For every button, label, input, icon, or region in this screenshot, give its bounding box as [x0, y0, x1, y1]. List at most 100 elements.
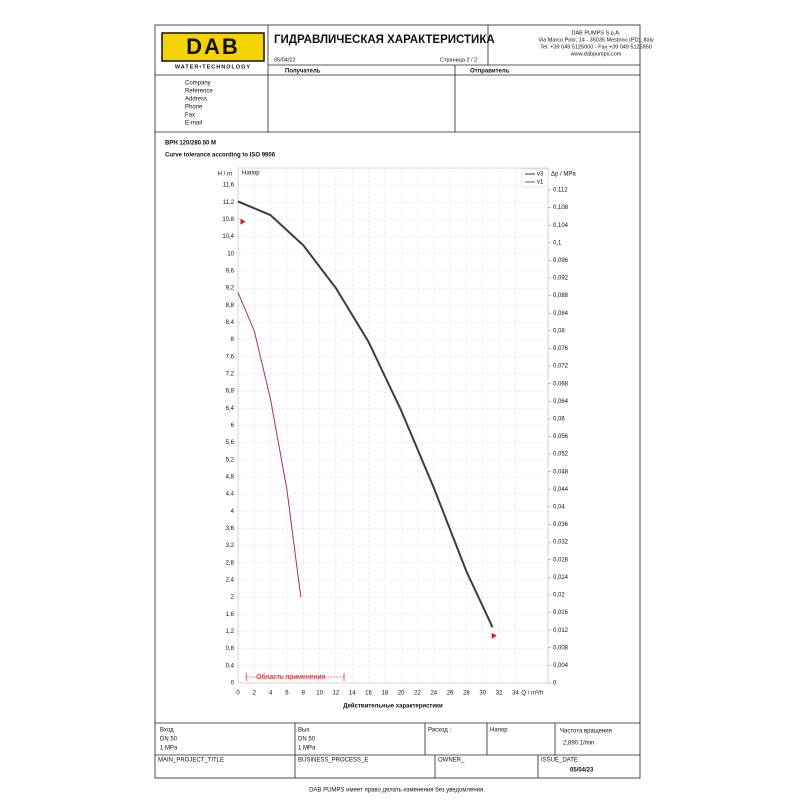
- y-tick-label: 0,4: [226, 663, 235, 669]
- y2-tick-label: 0,02: [553, 593, 565, 599]
- y-tick-label: 3,2: [226, 543, 235, 549]
- field-label: Address: [185, 97, 207, 103]
- y-tick-label: 0,8: [226, 646, 235, 652]
- y-axis-label: H / m: [218, 172, 232, 178]
- outer-frame: [154, 24, 641, 779]
- y2-tick-label: 0,04: [553, 505, 565, 511]
- address: Via Marco Polo, 14 - 35035 Mestrino (PD)…: [538, 37, 653, 43]
- cell: ISSUE_DATE: [541, 758, 578, 764]
- y2-tick-label: 0,104: [553, 223, 569, 229]
- cell: DN 50: [298, 737, 316, 743]
- y-tick-label: 8,4: [226, 320, 235, 326]
- field-label: Reference: [185, 89, 213, 95]
- x-tick-label: 4: [269, 691, 273, 697]
- x-tick-label: 0: [236, 691, 240, 697]
- x-tick-label: 12: [333, 691, 340, 697]
- y2-tick-label: 0,1: [553, 240, 562, 246]
- tolerance-marker: [240, 218, 246, 225]
- field-label: Fax: [185, 113, 195, 119]
- doc-title: ГИДРАВЛИЧЕСКАЯ ХАРАКТЕРИСТИКА: [274, 34, 495, 46]
- tolerance-marker: [491, 632, 497, 639]
- y2-tick-label: 0,016: [553, 610, 569, 616]
- y-tick-label: 0: [231, 681, 235, 687]
- x-axis-title: Действительные характеристики: [343, 703, 443, 710]
- curve: [237, 292, 302, 598]
- y2-tick-label: 0,004: [553, 663, 569, 669]
- cell: Расход :: [428, 728, 451, 734]
- address: DAB PUMPS S.p.A.: [572, 30, 621, 36]
- x-tick-label: 22: [414, 691, 421, 697]
- fields: Company Reference Address Phone Fax E-mail: [185, 81, 213, 127]
- y2-tick-label: 0,056: [553, 434, 569, 440]
- recipient-label: Получатель: [285, 69, 321, 75]
- y2-tick-label: 0,076: [553, 346, 569, 352]
- y2-tick-label: 0,044: [553, 487, 569, 493]
- field-label: Company: [185, 81, 211, 87]
- cell: BUSINESS_PROCESS_E: [298, 758, 368, 764]
- cell: MAIN_PROJECT_TITLE: [158, 758, 224, 764]
- y2-tick-label: 0,072: [553, 364, 569, 370]
- legend-box: [521, 168, 549, 188]
- date: 05/04/22: [274, 57, 295, 63]
- field-label: Phone: [185, 105, 203, 111]
- y-tick-label: 10: [227, 251, 234, 257]
- y-tick-label: 9,6: [226, 269, 235, 275]
- y-tick-label: 8: [231, 337, 235, 343]
- y-tick-label: 10,8: [222, 217, 234, 223]
- model: BPH 120/280.50 M: [165, 141, 216, 147]
- y2-tick-label: 0,08: [553, 328, 565, 334]
- cell: DN 50: [160, 737, 178, 743]
- x-axis-label: Q / m³/h: [521, 691, 543, 697]
- y2-tick-label: 0,06: [553, 416, 565, 422]
- y2-tick-label: 0,096: [553, 258, 569, 264]
- y-tick-label: 11,6: [223, 183, 235, 189]
- legend-label: v1: [537, 180, 544, 186]
- legend-label: v3: [537, 172, 544, 178]
- disclaimer: DAB PUMPS имеет право делать изменения б…: [309, 788, 485, 794]
- x-tick-label: 30: [479, 691, 486, 697]
- cell: Вых: [298, 728, 309, 734]
- plot-label: Напор: [242, 171, 260, 177]
- field-label: E-mail: [185, 121, 202, 127]
- x-tick-label: 8: [302, 691, 306, 697]
- y-tick-label: 6: [231, 423, 235, 429]
- y2-tick-label: 0,024: [553, 575, 569, 581]
- y-tick-label: 1,6: [226, 612, 235, 618]
- y-tick-label: 10,4: [222, 234, 234, 240]
- y2-axis-label: Δp / MPa: [551, 172, 576, 178]
- x-tick-label: 18: [381, 691, 388, 697]
- y-tick-label: 4: [231, 509, 235, 515]
- sender-label: Отправитель: [470, 69, 510, 75]
- y-tick-label: 5,6: [226, 440, 235, 446]
- y2-tick-label: 0,064: [553, 399, 569, 405]
- y-tick-label: 7,2: [226, 372, 235, 378]
- y-tick-label: 9,2: [226, 286, 235, 292]
- frames: [154, 24, 641, 779]
- y2-tick-label: 0,012: [553, 628, 569, 634]
- y-tick-label: 6,8: [226, 389, 235, 395]
- x-tick-label: 24: [430, 691, 437, 697]
- cell: Вход: [160, 728, 174, 734]
- address: www.dabpumps.com: [570, 51, 622, 57]
- y2-tick-label: 0,108: [553, 205, 569, 211]
- y-tick-label: 2,8: [226, 560, 235, 566]
- x-tick-label: 2: [253, 691, 257, 697]
- x-tick-label: 10: [316, 691, 323, 697]
- plot-area: [237, 167, 549, 684]
- y2-tick-label: 0,092: [553, 276, 569, 282]
- y2-tick-label: 0,032: [553, 540, 569, 546]
- range-label: Область применения: [256, 673, 325, 681]
- y2-tick-label: 0,048: [553, 469, 569, 475]
- y-tick-label: 3,6: [226, 526, 235, 532]
- y-tick-label: 6,4: [226, 406, 235, 412]
- y2-tick-label: 0: [553, 681, 557, 687]
- x-tick-label: 6: [285, 691, 289, 697]
- y-tick-label: 5,2: [226, 457, 235, 463]
- y2-tick-label: 0,112: [553, 188, 568, 194]
- address: Tel. +39 049 5125000 - Fax +39 049 51259…: [540, 44, 652, 50]
- page-num: Страница 2 / 2: [440, 57, 477, 63]
- logo: DAB: [186, 34, 240, 59]
- chart: 0 0,4 0,8 1,2 1,6 2 2,4 2,8 3,2 3,6 4 4,4 4,8 5,2 5,6 6…: [218, 168, 576, 710]
- tolerance: Curve tolerance according to ISO 9906: [165, 153, 276, 159]
